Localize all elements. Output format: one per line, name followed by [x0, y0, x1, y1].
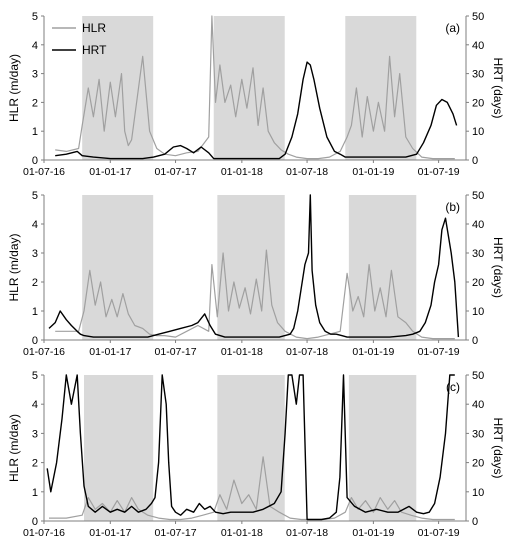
shaded-period [84, 375, 154, 521]
y-tick-left: 2 [32, 97, 38, 109]
x-tick-label: 01-07-17 [155, 346, 197, 358]
x-tick-label: 01-07-17 [155, 527, 197, 539]
shaded-period [217, 375, 285, 521]
y-tick-right: 40 [472, 40, 484, 52]
y-tick-right: 30 [472, 248, 484, 260]
y-tick-right: 20 [472, 458, 484, 470]
y-tick-right: 10 [472, 306, 484, 318]
x-tick-label: 01-07-19 [418, 527, 460, 539]
y-tick-right: 40 [472, 219, 484, 231]
x-tick-label: 01-07-17 [155, 166, 197, 178]
y-tick-left: 0 [32, 335, 38, 347]
x-tick-label: 01-07-16 [23, 346, 65, 358]
y-tick-left: 5 [32, 370, 38, 382]
x-tick-label: 01-07-19 [418, 166, 460, 178]
y-axis-label-left: HLR (m/day) [7, 54, 21, 122]
y-axis-label-right: HRT (days) [491, 58, 505, 119]
y-tick-left: 2 [32, 277, 38, 289]
x-tick-label: 01-07-18 [286, 346, 328, 358]
y-tick-left: 3 [32, 248, 38, 260]
y-tick-right: 40 [472, 399, 484, 411]
x-tick-label: 01-07-16 [23, 527, 65, 539]
legend-label-hlr: HLR [82, 21, 106, 35]
y-tick-right: 50 [472, 11, 484, 23]
y-tick-right: 30 [472, 428, 484, 440]
y-tick-left: 5 [32, 190, 38, 202]
y-tick-left: 1 [32, 306, 38, 318]
y-tick-right: 0 [472, 335, 478, 347]
x-tick-label: 01-01-19 [352, 166, 394, 178]
y-tick-right: 20 [472, 277, 484, 289]
y-tick-left: 4 [32, 399, 38, 411]
y-tick-right: 50 [472, 370, 484, 382]
y-tick-left: 1 [32, 487, 38, 499]
shaded-period [82, 16, 154, 160]
y-tick-left: 5 [32, 11, 38, 23]
panel-label: (a) [445, 21, 460, 35]
y-tick-right: 20 [472, 97, 484, 109]
y-axis-label-left: HLR (m/day) [7, 233, 21, 301]
series-hrt-line [46, 374, 455, 521]
y-tick-left: 2 [32, 458, 38, 470]
x-tick-label: 01-01-19 [352, 346, 394, 358]
y-axis-label-left: HLR (m/day) [7, 414, 21, 482]
x-tick-label: 01-01-18 [221, 346, 263, 358]
y-tick-right: 10 [472, 126, 484, 138]
y-tick-left: 3 [32, 69, 38, 81]
x-tick-label: 01-01-19 [352, 527, 394, 539]
shaded-period [345, 16, 417, 160]
legend: HLR HRT [52, 21, 107, 57]
x-tick-label: 01-01-17 [89, 346, 131, 358]
x-tick-label: 01-01-18 [221, 527, 263, 539]
y-tick-left: 1 [32, 126, 38, 138]
legend-label-hrt: HRT [82, 43, 107, 57]
x-tick-label: 01-07-18 [286, 166, 328, 178]
shaded-period [348, 375, 417, 521]
y-tick-right: 10 [472, 487, 484, 499]
series-hlr-line [49, 456, 455, 521]
y-tick-left: 4 [32, 40, 38, 52]
x-tick-label: 01-07-18 [286, 527, 328, 539]
y-axis-label-right: HRT (days) [491, 418, 505, 479]
y-tick-right: 50 [472, 190, 484, 202]
y-tick-left: 4 [32, 219, 38, 231]
y-axis-label-right: HRT (days) [491, 237, 505, 298]
x-tick-label: 01-07-16 [23, 166, 65, 178]
y-tick-left: 0 [32, 155, 38, 167]
y-tick-right: 30 [472, 69, 484, 81]
y-tick-right: 0 [472, 155, 478, 167]
series-hlr-line [55, 249, 455, 340]
series-hrt-line [55, 61, 458, 160]
y-tick-left: 0 [32, 516, 38, 528]
shaded-period [348, 195, 417, 340]
shaded-period [82, 195, 154, 340]
x-tick-label: 01-07-19 [418, 346, 460, 358]
x-tick-label: 01-01-17 [89, 527, 131, 539]
x-tick-label: 01-01-18 [221, 166, 263, 178]
series-hlr-line [55, 15, 455, 160]
series-hrt-line [48, 194, 460, 338]
y-tick-right: 0 [472, 516, 478, 528]
x-tick-label: 01-01-17 [89, 166, 131, 178]
shaded-period [213, 16, 285, 160]
panel-label: (b) [445, 200, 460, 214]
panel-label: (c) [446, 380, 460, 394]
shaded-period [217, 195, 285, 340]
y-tick-left: 3 [32, 428, 38, 440]
